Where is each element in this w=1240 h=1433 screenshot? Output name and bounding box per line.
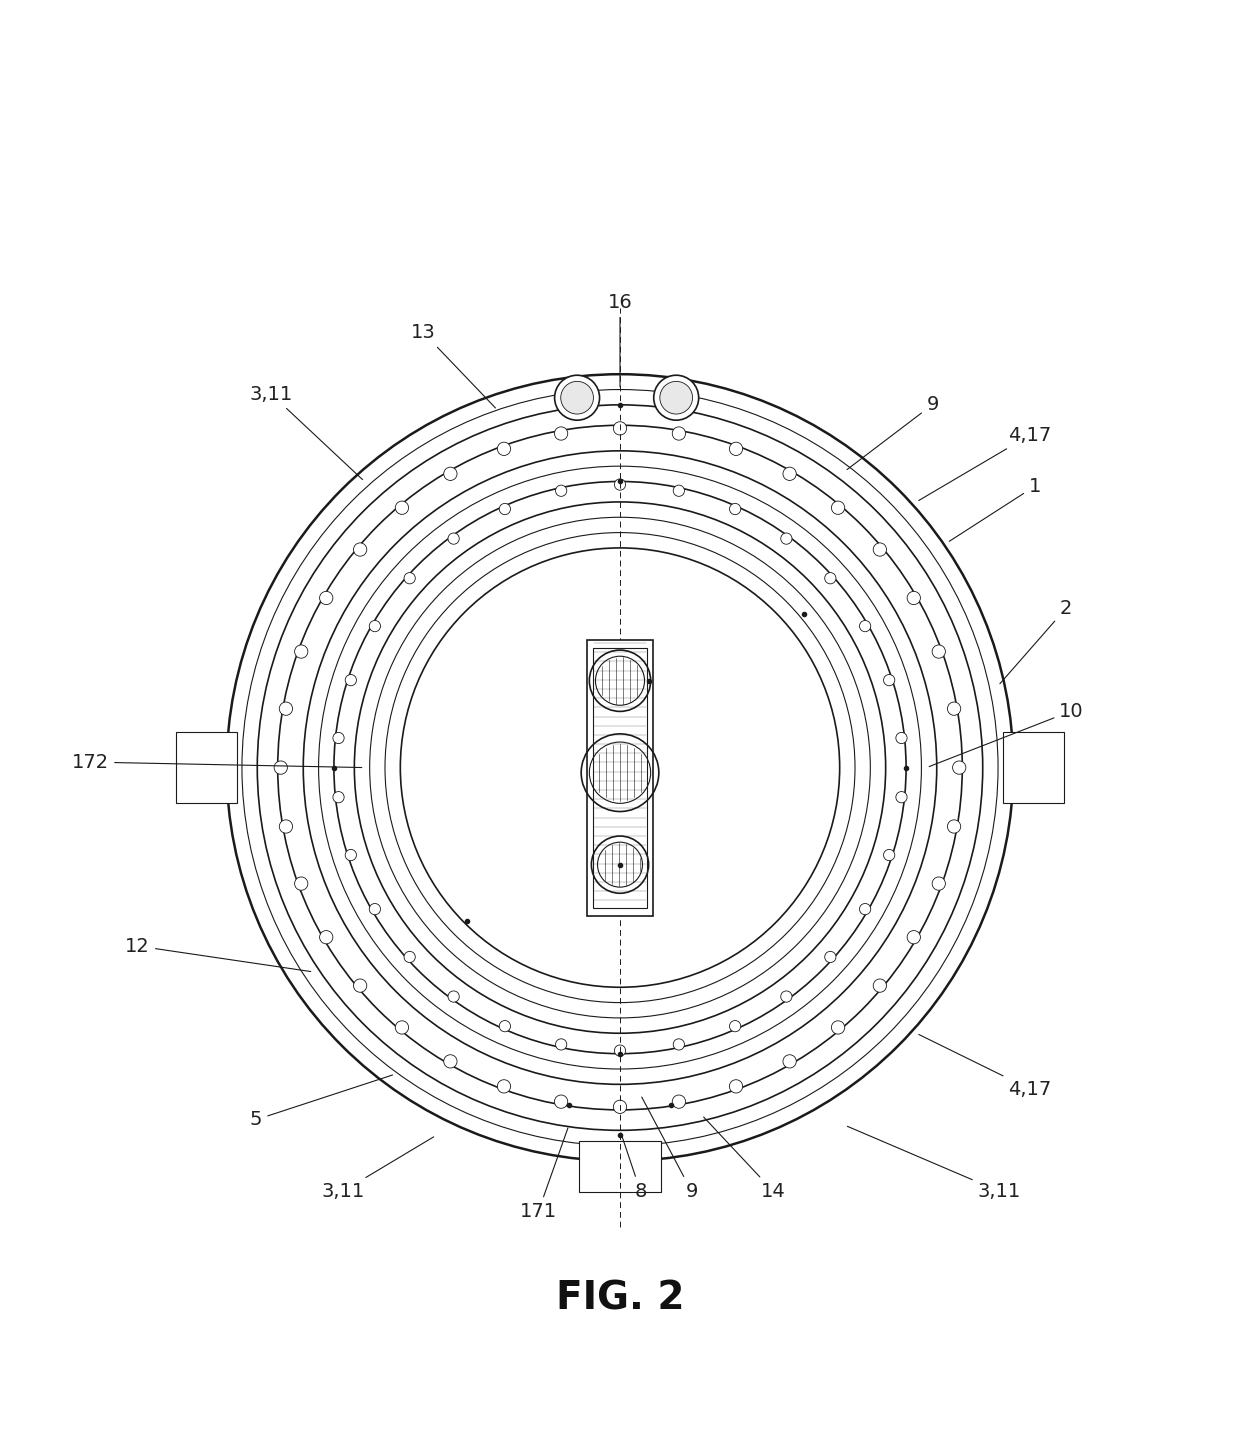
Circle shape [653, 375, 698, 420]
Circle shape [859, 620, 870, 632]
Text: 172: 172 [72, 752, 362, 771]
Circle shape [614, 1045, 626, 1056]
Circle shape [554, 427, 568, 440]
Circle shape [295, 877, 308, 890]
Circle shape [500, 1020, 511, 1032]
Circle shape [500, 503, 511, 514]
Circle shape [873, 979, 887, 992]
Text: 12: 12 [125, 937, 311, 972]
Circle shape [345, 675, 356, 686]
Circle shape [895, 791, 908, 802]
Circle shape [353, 543, 367, 556]
Circle shape [448, 992, 459, 1002]
Circle shape [782, 1055, 796, 1068]
Text: 10: 10 [929, 702, 1084, 767]
Circle shape [279, 820, 293, 833]
Circle shape [831, 502, 844, 514]
Text: 3,11: 3,11 [249, 384, 362, 480]
Circle shape [404, 573, 415, 583]
Circle shape [556, 486, 567, 496]
FancyBboxPatch shape [579, 1141, 661, 1192]
Circle shape [873, 543, 887, 556]
Circle shape [831, 1020, 844, 1035]
Circle shape [947, 820, 961, 833]
Text: 171: 171 [520, 1128, 568, 1221]
Circle shape [614, 479, 626, 490]
FancyBboxPatch shape [587, 641, 653, 916]
Circle shape [320, 930, 332, 944]
Circle shape [672, 1095, 686, 1108]
Circle shape [825, 573, 836, 583]
Circle shape [932, 645, 945, 658]
Circle shape [729, 1079, 743, 1093]
Circle shape [554, 375, 600, 420]
Circle shape [729, 503, 740, 514]
Circle shape [781, 533, 792, 545]
Text: 8: 8 [621, 1134, 646, 1201]
Circle shape [781, 992, 792, 1002]
Circle shape [729, 1020, 740, 1032]
Circle shape [556, 1039, 567, 1050]
Text: FIG. 2: FIG. 2 [556, 1280, 684, 1318]
FancyBboxPatch shape [176, 732, 237, 804]
Circle shape [497, 443, 511, 456]
Circle shape [320, 592, 332, 605]
Circle shape [614, 1101, 626, 1113]
Circle shape [448, 533, 459, 545]
Circle shape [782, 467, 796, 480]
Circle shape [729, 443, 743, 456]
Circle shape [884, 850, 895, 861]
Circle shape [908, 930, 920, 944]
Text: 4,17: 4,17 [919, 426, 1052, 500]
Circle shape [952, 761, 966, 774]
Circle shape [444, 467, 458, 480]
Circle shape [554, 1095, 568, 1108]
Circle shape [660, 381, 693, 414]
Text: 5: 5 [250, 1075, 393, 1129]
Circle shape [404, 952, 415, 963]
Circle shape [332, 791, 345, 802]
Text: 3,11: 3,11 [321, 1136, 434, 1201]
Circle shape [370, 620, 381, 632]
Circle shape [895, 732, 908, 744]
Text: 3,11: 3,11 [847, 1126, 1021, 1201]
Circle shape [614, 421, 626, 436]
Text: 4,17: 4,17 [919, 1035, 1052, 1099]
Text: 14: 14 [703, 1116, 786, 1201]
Circle shape [274, 761, 288, 774]
Text: 9: 9 [847, 396, 939, 470]
Circle shape [672, 427, 686, 440]
Circle shape [353, 979, 367, 992]
Text: 13: 13 [412, 324, 496, 408]
Circle shape [560, 381, 594, 414]
FancyBboxPatch shape [593, 648, 647, 907]
Circle shape [497, 1079, 511, 1093]
Text: 16: 16 [608, 292, 632, 387]
Text: 1: 1 [950, 477, 1042, 542]
Circle shape [345, 850, 356, 861]
Circle shape [825, 952, 836, 963]
Circle shape [932, 877, 945, 890]
Circle shape [396, 1020, 409, 1035]
Circle shape [884, 675, 895, 686]
Circle shape [396, 502, 409, 514]
Circle shape [947, 702, 961, 715]
FancyBboxPatch shape [1003, 732, 1064, 804]
Circle shape [673, 486, 684, 496]
Circle shape [908, 592, 920, 605]
Circle shape [444, 1055, 458, 1068]
Circle shape [673, 1039, 684, 1050]
Text: 2: 2 [999, 599, 1071, 684]
Text: 9: 9 [642, 1098, 698, 1201]
Circle shape [295, 645, 308, 658]
Circle shape [859, 903, 870, 914]
Circle shape [332, 732, 345, 744]
Circle shape [370, 903, 381, 914]
Circle shape [279, 702, 293, 715]
